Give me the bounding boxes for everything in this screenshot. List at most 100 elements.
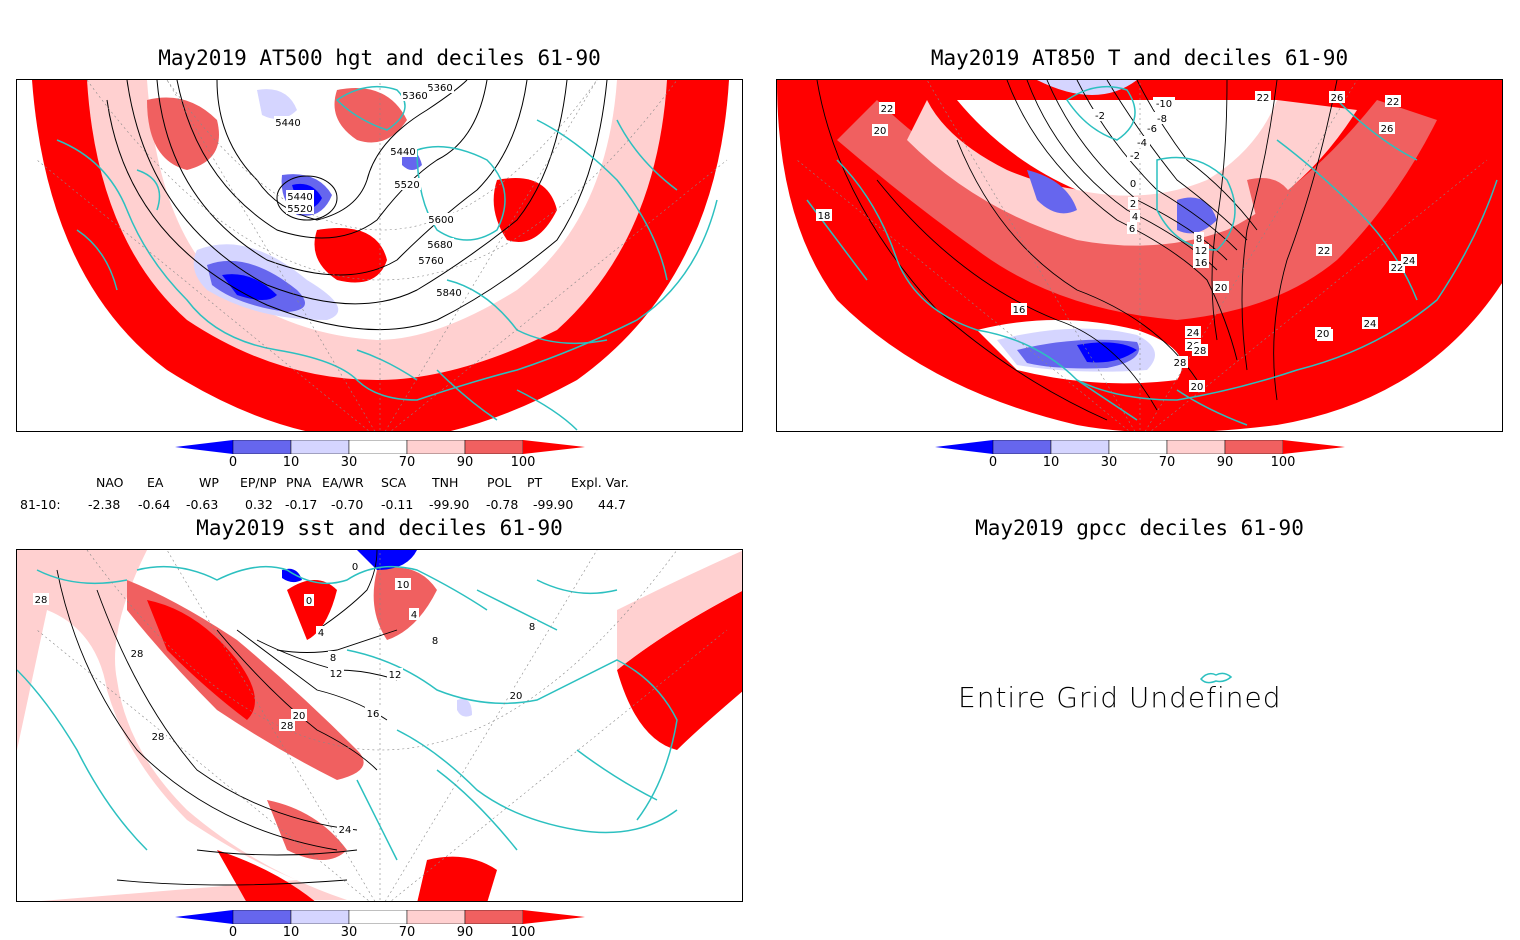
index-header: EA/WR xyxy=(322,475,364,490)
colorbar-segment xyxy=(290,910,350,924)
contour-label: 5520 xyxy=(287,204,312,215)
anomaly-mid-red xyxy=(267,800,347,860)
anomaly-mid-red xyxy=(837,100,1437,320)
contour-label: 28 xyxy=(1174,358,1187,369)
contour-label-bg xyxy=(1128,197,1138,209)
anomaly-light-blue xyxy=(457,699,472,717)
contour-label: 26 xyxy=(1381,124,1394,135)
anomaly-dark-blue xyxy=(222,274,277,300)
index-header: PNA xyxy=(286,475,312,490)
contour-label-bg xyxy=(1127,222,1137,234)
colorbar-tick-label: 30 xyxy=(340,925,358,940)
contour-label-bg xyxy=(1189,380,1205,392)
contour-label: 8 xyxy=(529,622,535,633)
colorbar-tick-label: 10 xyxy=(1042,455,1060,470)
contour-label: 28 xyxy=(152,732,165,743)
gpcc-panel: Entire Grid Undefined xyxy=(776,549,1503,902)
contour-label-bg xyxy=(1130,210,1140,222)
contour-label: 5360 xyxy=(402,91,427,102)
colorbar-tick-label: 70 xyxy=(398,455,416,470)
contour-label: 5760 xyxy=(418,256,443,267)
colorbar-segment xyxy=(1166,440,1226,454)
colorbar-segment xyxy=(1050,440,1110,454)
coast-fragment-icon xyxy=(1200,672,1233,684)
colorbar-panel1: 0 10 30 70 90 100 xyxy=(175,440,585,474)
contour-label-bg xyxy=(387,668,403,680)
contour-label: 20 xyxy=(510,691,523,702)
index-value: -99.90 xyxy=(429,497,470,512)
contour-label: 20 xyxy=(1317,329,1330,340)
index-value: -2.38 xyxy=(88,497,121,512)
contour-label-bg xyxy=(427,213,455,225)
contour-label-bg xyxy=(150,730,166,742)
anomaly-mid-red xyxy=(147,97,219,170)
contour-label-bg xyxy=(435,286,463,298)
colorbar-segment xyxy=(232,910,292,924)
contour-label-bg xyxy=(1154,112,1170,124)
index-header: WP xyxy=(199,475,219,490)
panel2-title: May2019 AT850 T and deciles 61-90 xyxy=(930,46,1349,70)
contour-label-bg xyxy=(1316,244,1332,256)
contour-label-bg xyxy=(426,81,454,93)
contour-label-bg xyxy=(395,578,411,590)
contour-label: 20 xyxy=(874,126,887,137)
contour-label-bg xyxy=(1153,97,1175,109)
anomaly-red-patch xyxy=(373,567,437,640)
colorbar-panel2: 0 10 30 70 90 100 xyxy=(935,440,1345,474)
contour-label: 8 xyxy=(330,653,336,664)
contour-label-bg xyxy=(527,620,537,632)
contour-label: 8 xyxy=(432,636,438,647)
panel4-title: May2019 gpcc deciles 61-90 xyxy=(975,516,1304,540)
index-value: -0.11 xyxy=(381,497,414,512)
contour-label-bg xyxy=(365,707,381,719)
colorbar-segment xyxy=(232,440,292,454)
contour-label-bg xyxy=(1172,356,1188,368)
contour-label: 6 xyxy=(1129,224,1135,235)
contour-label-bg xyxy=(426,238,454,250)
contour-label: -2 xyxy=(1095,111,1105,122)
contour-label: 28 xyxy=(1194,346,1207,357)
contour-label: 12 xyxy=(1195,246,1208,257)
contour-label-bg xyxy=(33,593,49,605)
map-at500-height: 5360 5360 5440 5440 5440 5520 5520 5600 5680 5760… xyxy=(16,79,743,432)
contour-label-bg xyxy=(1379,122,1395,134)
contour-label-bg xyxy=(508,689,524,701)
contour-label: -2 xyxy=(1130,151,1140,162)
contour-label-bg xyxy=(1185,326,1201,338)
colorbar-arrow-high xyxy=(523,910,585,924)
colorbar-segment xyxy=(406,910,466,924)
contour-label: 5440 xyxy=(287,192,312,203)
contour-label: 22 xyxy=(1391,263,1404,274)
colorbar-segment xyxy=(348,440,408,454)
contour-label: 5840 xyxy=(436,288,461,299)
anomaly-dark-blue xyxy=(357,550,417,570)
index-value: -0.64 xyxy=(138,497,171,512)
colorbar-tick-label: 0 xyxy=(988,455,998,470)
contour-label-bg xyxy=(1011,303,1027,315)
contour-label: 16 xyxy=(1013,305,1026,316)
contour-label: 24 xyxy=(1364,319,1377,330)
contour-label-bg xyxy=(401,89,429,101)
contour-label-bg xyxy=(286,202,314,214)
contour-label: 8 xyxy=(1196,234,1202,245)
anomaly-mid-blue xyxy=(1027,170,1077,214)
contour-label: 22 xyxy=(1318,246,1331,257)
colorbar-segment xyxy=(464,440,524,454)
anomaly-white xyxy=(17,610,297,901)
contour-label: 10 xyxy=(397,580,410,591)
index-value: -0.70 xyxy=(331,497,364,512)
contour-label: 20 xyxy=(1191,382,1204,393)
colorbar-segment xyxy=(1108,440,1168,454)
contour-label-bg xyxy=(389,145,417,157)
colorbar-tick-label: 100 xyxy=(510,455,536,470)
index-header: EP/NP xyxy=(240,475,277,490)
contour-label-bg xyxy=(1401,254,1417,266)
index-header: POL xyxy=(487,475,512,490)
contour-label-bg xyxy=(1193,244,1209,256)
index-header: Expl. Var. xyxy=(571,475,629,490)
contour-label-bg xyxy=(1315,327,1331,339)
contour-label-bg xyxy=(1192,344,1208,356)
contour-label: 4 xyxy=(318,628,324,639)
undefined-message: Entire Grid Undefined xyxy=(958,681,1282,714)
colorbar-tick-label: 100 xyxy=(510,925,536,940)
